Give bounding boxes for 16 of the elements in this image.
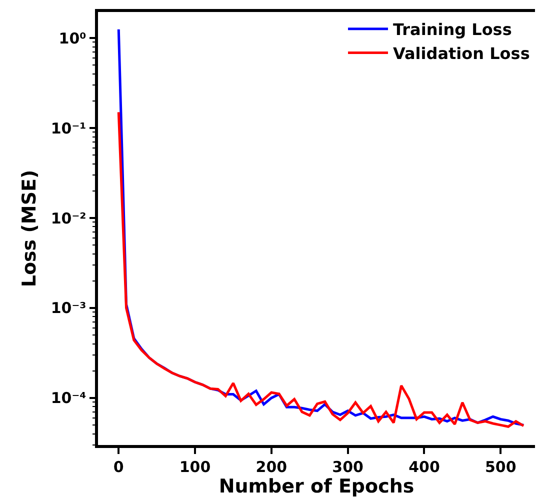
legend-label: Training Loss <box>393 20 512 40</box>
y-tick-label: 10⁻⁴ <box>50 389 86 408</box>
x-tick-label: 100 <box>179 458 211 476</box>
y-tick-label: 10⁻¹ <box>50 119 86 138</box>
legend-label: Validation Loss <box>393 44 530 63</box>
y-tick-label: 10⁻³ <box>50 299 86 318</box>
x-tick-label: 500 <box>484 458 516 476</box>
x-axis-title: Number of Epochs <box>218 476 414 498</box>
y-axis-title: Loss (MSE) <box>18 170 41 288</box>
x-tick-label: 400 <box>408 458 440 476</box>
y-tick-label: 10⁻² <box>50 209 86 228</box>
x-tick-label: 200 <box>256 458 288 476</box>
line-series <box>117 110 525 428</box>
y-tick-label: 10⁰ <box>58 29 86 48</box>
x-tick-label: 300 <box>332 458 364 476</box>
x-tick-label: 0 <box>113 458 124 476</box>
